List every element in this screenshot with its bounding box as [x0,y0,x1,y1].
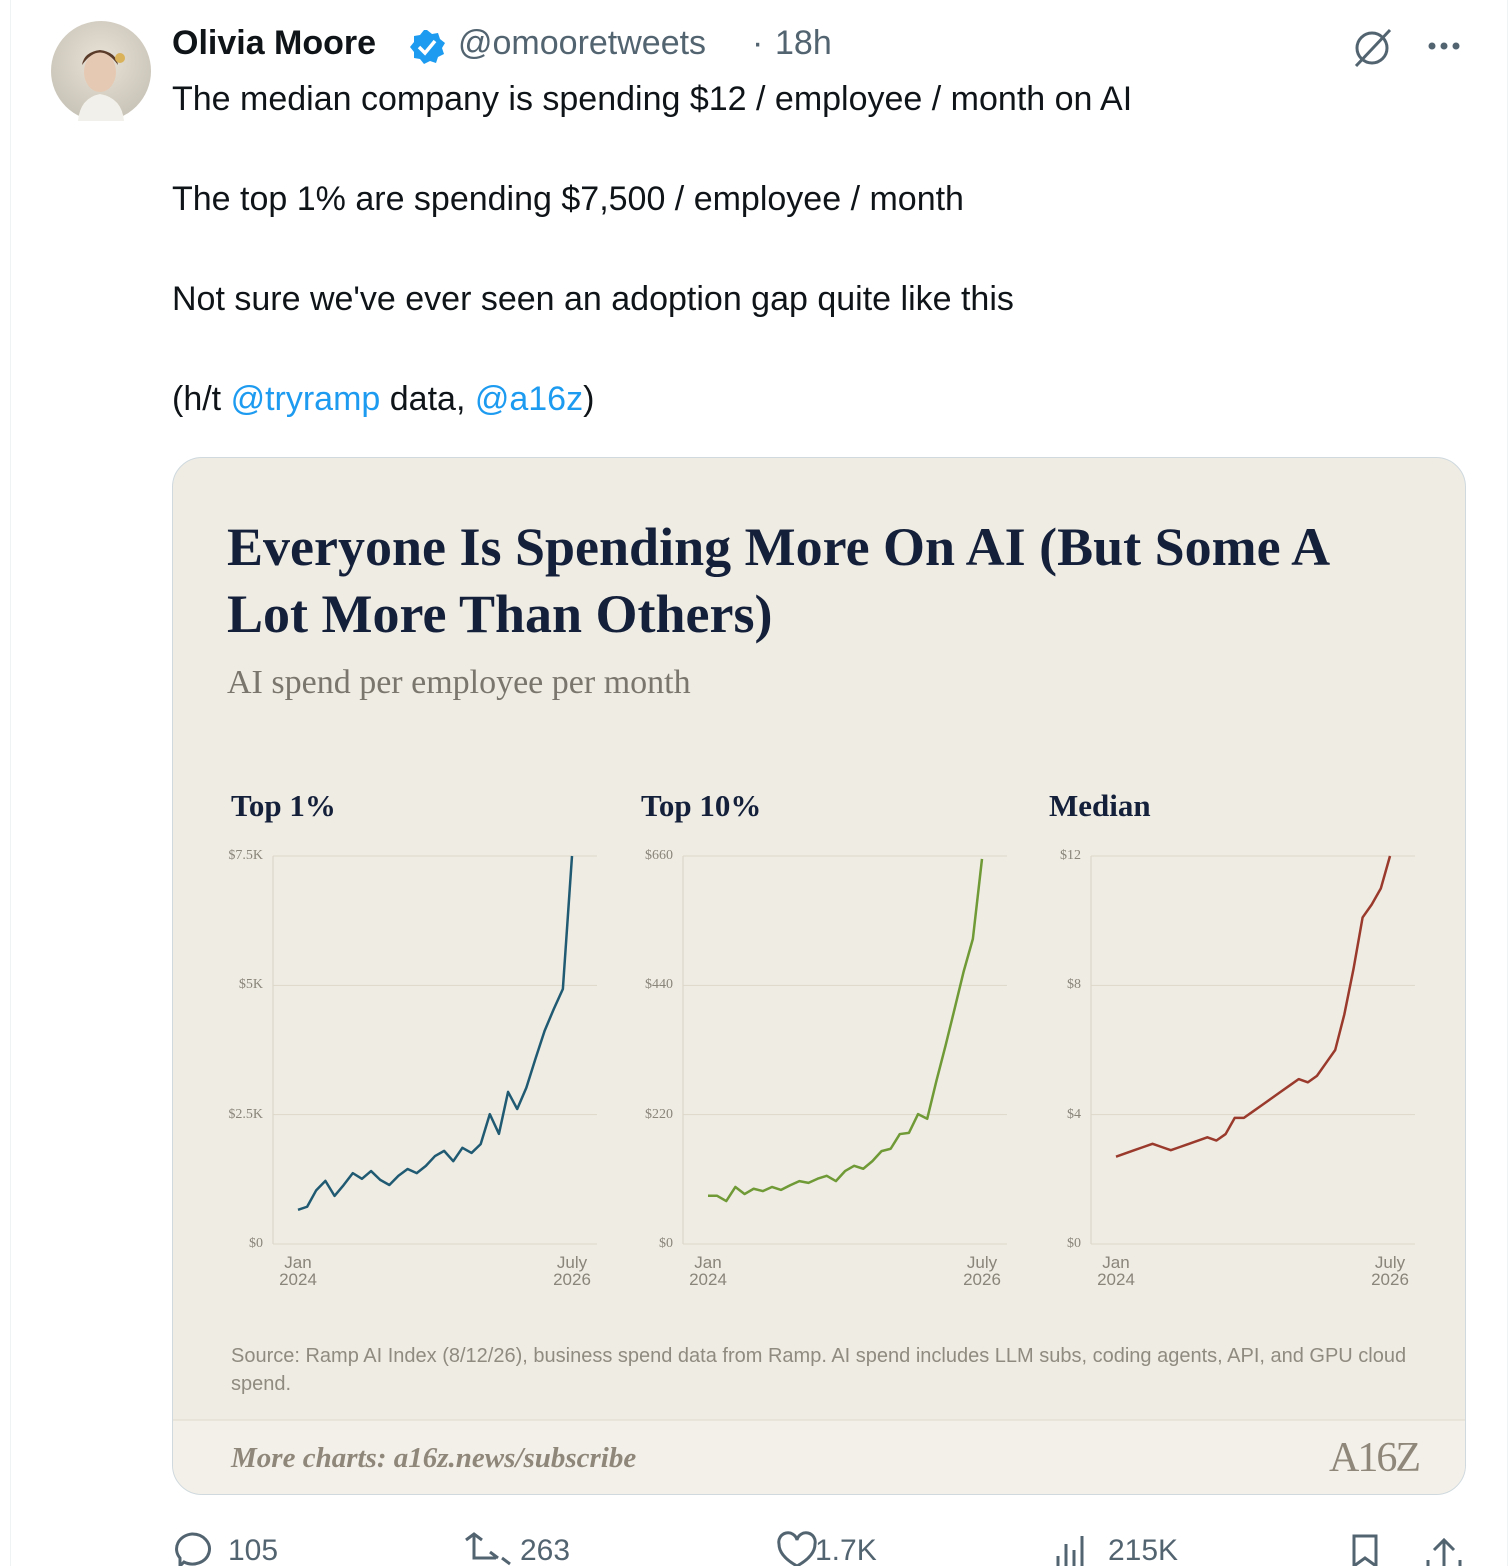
y-tick-label: $440 [645,977,673,993]
panel-title: Top 10% [641,788,762,823]
x-tick-label: July 2026 [553,1253,591,1289]
like-count[interactable]: 1.7K [815,1534,877,1567]
avatar[interactable] [50,20,152,122]
footer-link[interactable]: More charts: a16z.news/subscribe [231,1442,637,1474]
tweet-text: The top 1% are spending $7,500 / employe… [172,180,964,218]
verified-badge [410,30,445,64]
mention[interactable]: @a16z [474,380,584,418]
separator: · [752,24,764,62]
y-tick-label: $0 [249,1236,263,1251]
y-tick-label: $5K [238,977,263,993]
text: data, [380,380,475,418]
tweet-text: Not sure we've ever seen an adoption gap… [172,280,1014,318]
tweet-text: (h/t @tryramp data, @a16z) [172,380,594,419]
header-icons[interactable] [1352,26,1472,70]
x-tick-label: Jan 2024 [1097,1253,1135,1289]
timestamp[interactable]: 18h [775,24,832,62]
x-tick-label: Jan 2024 [279,1253,317,1289]
chart-title: Everyone Is Spending More On AI (But Som… [227,517,1328,644]
mention[interactable]: @tryramp [230,380,381,418]
reply-count[interactable]: 105 [228,1534,279,1567]
chart-subtitle: AI spend per employee per month [227,664,691,701]
y-tick-label: $8 [1067,977,1081,993]
repost-count[interactable]: 263 [520,1534,571,1567]
y-tick-label: $4 [1067,1106,1081,1122]
x-tick-label: Jan 2024 [689,1253,727,1289]
border [1507,0,1508,1566]
tweet-text: The median company is spending $12 / emp… [172,80,1133,118]
line-series [708,858,984,1203]
text: (h/t [172,380,231,418]
source-note: Source: Ramp AI Index (8/12/26), busines… [231,1345,1407,1395]
y-tick-label: $12 [1060,848,1081,863]
line-series [1115,855,1392,1158]
text: ) [583,380,595,418]
action-icons [175,1531,1462,1566]
panel-title: Median [1049,788,1151,823]
footer-band [173,1420,1465,1494]
panel-title: Top 1% [231,788,336,823]
y-tick-label: $660 [645,848,673,863]
y-tick-label: $0 [1067,1236,1081,1251]
media-card[interactable]: Everyone Is Spending More On AI (But Som… [172,457,1466,1495]
x-tick-label: July 2026 [963,1253,1001,1289]
y-tick-label: $2.5K [228,1106,263,1122]
y-tick-label: $7.5K [228,848,263,863]
view-count[interactable]: 215K [1108,1534,1179,1567]
logo: A16Z [1329,1435,1421,1481]
charts [173,855,1465,1494]
border [10,0,11,1566]
line-series [297,855,574,1212]
y-tick-label: $0 [659,1236,673,1251]
author-name[interactable]: Olivia Moore [172,24,377,62]
handle[interactable]: @omooretweets [458,24,707,62]
y-tick-label: $220 [645,1106,673,1122]
x-tick-label: July 2026 [1371,1253,1409,1289]
